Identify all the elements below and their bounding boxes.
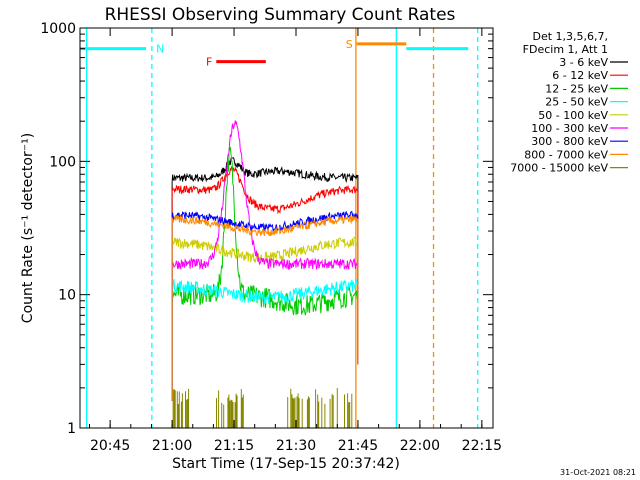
- y-tick-label-2: 100: [49, 154, 76, 170]
- x-tick-label-2: 21:15: [214, 438, 254, 454]
- flag-N-label: N: [156, 43, 164, 56]
- legend-label-5: 100 - 300 keV: [531, 122, 608, 135]
- footer-date: 31-Oct-2021 08:21: [560, 468, 636, 477]
- axis-ticks: 20:45 21:00 21:15 21:30 21:45 22:00 22:15 1 10 10…: [40, 21, 502, 454]
- legend-header-line-2: FDecim 1, Att 1: [523, 43, 608, 56]
- legend-label-0: 3 - 6 keV: [559, 56, 608, 69]
- legend-label-3: 25 - 50 keV: [545, 96, 608, 109]
- series-line-3: [171, 279, 359, 401]
- y-tick-label-0: 1: [67, 421, 76, 437]
- legend-label-4: 50 - 100 keV: [538, 109, 608, 122]
- series-line-1: [171, 165, 359, 401]
- x-tick-label-1: 21:00: [152, 438, 192, 454]
- chart-title: RHESSI Observing Summary Count Rates: [105, 5, 456, 25]
- plot-content: N F S: [80, 28, 479, 429]
- legend-label-2: 12 - 25 keV: [545, 82, 608, 95]
- legend-header-line-1: Det 1,3,5,6,7,: [532, 30, 608, 43]
- series-line-6: [171, 210, 359, 401]
- flag-S-label: S: [346, 38, 353, 51]
- x-axis-label: Start Time (17-Sep-15 20:37:42): [172, 456, 400, 472]
- plot-frame: [79, 27, 494, 429]
- y-tick-label-3: 1000: [40, 21, 76, 37]
- legend-label-7: 800 - 7000 keV: [524, 148, 608, 161]
- series-line-0: [171, 157, 359, 401]
- flag-F-label: F: [206, 56, 212, 69]
- legend-label-6: 300 - 800 keV: [531, 135, 608, 148]
- y-tick-label-1: 10: [58, 288, 76, 304]
- y-axis-label: Count Rate (s⁻¹ detector⁻¹): [20, 133, 36, 323]
- x-tick-label-4: 21:45: [338, 438, 378, 454]
- legend-label-8: 7000 - 15000 keV: [510, 162, 608, 175]
- series-line-7: [171, 214, 359, 401]
- series-line-2: [171, 146, 359, 401]
- x-tick-label-0: 20:45: [90, 438, 130, 454]
- series-line-8: [172, 387, 358, 429]
- series-line-5: [171, 120, 359, 401]
- x-tick-label-3: 21:30: [276, 438, 316, 454]
- x-tick-label-6: 22:15: [462, 438, 502, 454]
- legend-label-1: 6 - 12 keV: [552, 69, 608, 82]
- x-tick-label-5: 22:00: [400, 438, 440, 454]
